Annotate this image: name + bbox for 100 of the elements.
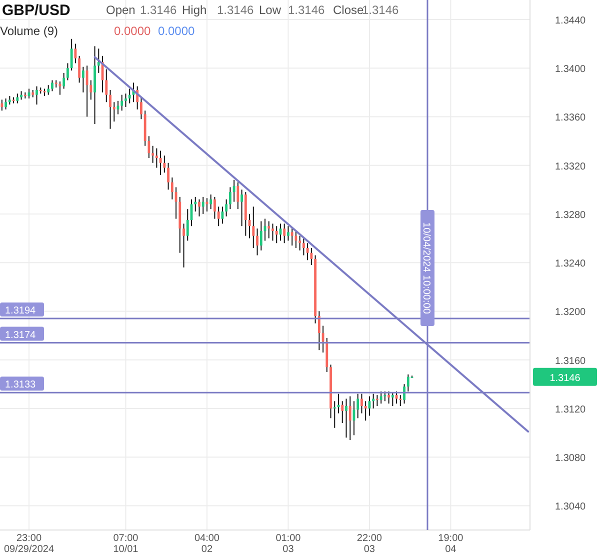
candlestick (287, 226, 290, 242)
candlestick (236, 182, 240, 210)
candlestick (128, 88, 131, 104)
x-tick-label: 23:00 09/29/2024 (4, 533, 54, 555)
candlestick (112, 102, 116, 122)
ref-line-label: 1.3194 (5, 305, 36, 316)
candlestick (272, 223, 274, 242)
candlestick (294, 230, 298, 248)
candlestick (290, 228, 294, 246)
candlestick (170, 176, 174, 200)
candlestick (109, 89, 112, 130)
candlestick (82, 66, 84, 93)
candlestick (399, 394, 402, 407)
candlestick (333, 400, 336, 428)
candlestick (155, 148, 158, 168)
y-tick-label: 1.3120 (555, 404, 586, 416)
candlestick (380, 390, 382, 404)
candlestick (105, 68, 108, 103)
annotation: High (182, 3, 207, 17)
ref-line-label: 1.3133 (5, 380, 36, 391)
candlestick (70, 38, 73, 72)
annotation: 1.3146 (288, 3, 326, 17)
candlestick (225, 198, 228, 217)
annotation: Open (106, 3, 136, 17)
annotation: 0.0000 (114, 24, 152, 38)
candlestick (268, 220, 270, 239)
candlestick (62, 72, 66, 90)
candlestick (372, 393, 375, 409)
candlestick (140, 96, 142, 120)
annotation: Close (333, 3, 364, 17)
candlestick (356, 393, 360, 419)
candlestick (275, 226, 278, 244)
ref-line-label: 1.3174 (5, 330, 36, 341)
candlestick (232, 179, 236, 202)
annotation: 10/04/2024 10:00:00 (420, 222, 432, 314)
candlestick (163, 155, 166, 174)
candlestick (252, 206, 255, 248)
x-tick-label: 01:00 03 (276, 533, 302, 555)
candlestick (4, 98, 7, 110)
candlestick (0, 99, 4, 112)
annotation: 1.3146 (217, 3, 254, 17)
candlestick (78, 55, 81, 84)
candlestick (283, 223, 286, 244)
candlestick (152, 145, 154, 164)
candlestick (388, 390, 390, 404)
x-tick-label: 22:00 03 (356, 533, 382, 555)
candlestick (240, 189, 243, 227)
candlestick (318, 310, 320, 351)
candlestick (202, 196, 204, 214)
annotation: Low (259, 3, 282, 17)
x-tick-label: 04:00 02 (194, 533, 220, 555)
candlestick (90, 80, 92, 100)
candlestick (198, 198, 200, 217)
candlestick (47, 84, 50, 96)
candlestick (74, 43, 77, 64)
candlestick (348, 396, 352, 441)
y-tick-label: 1.3080 (555, 453, 586, 464)
candlestick (306, 242, 309, 261)
y-tick-label: 1.3240 (555, 258, 586, 270)
annotation: Volume (9) (0, 24, 58, 38)
candlestick (66, 62, 69, 81)
candlestick (51, 80, 54, 92)
y-tick-label: 1.3360 (555, 112, 586, 124)
candlestick (217, 206, 220, 227)
candlestick (341, 400, 344, 424)
y-tick-label: 1.3040 (555, 502, 586, 513)
candlestick (148, 136, 150, 159)
candlestick (124, 93, 127, 108)
candlestick (406, 374, 410, 392)
y-tick-label: 1.3320 (555, 161, 586, 172)
candlestick (167, 162, 170, 190)
candlestick (186, 208, 189, 242)
candlestick (376, 394, 378, 407)
candlestick (391, 392, 394, 407)
annotation: 1.3146 (362, 3, 400, 17)
candlestick (214, 196, 216, 220)
annotation: 1.3146 (140, 3, 178, 17)
candlestick (228, 186, 232, 210)
candlestick (16, 93, 19, 104)
candlestick (221, 206, 224, 224)
y-tick-label: 1.3200 (555, 307, 586, 318)
chart-title: GBP/USD (2, 2, 71, 19)
candlestick (384, 390, 386, 402)
candlestick (302, 238, 305, 256)
candlestick (256, 228, 258, 256)
candlestick (120, 94, 124, 112)
y-tick-label: 1.3280 (555, 210, 586, 221)
annotation: 0.0000 (158, 24, 196, 38)
text: 1.3146 (550, 372, 581, 384)
candlestick (97, 48, 100, 74)
candlestick (345, 398, 348, 438)
candlestick (403, 384, 406, 404)
x-tick-label: 07:00 10/01 (113, 533, 139, 555)
y-tick-label: 1.3160 (555, 356, 586, 367)
candlestick (310, 247, 313, 266)
y-tick-label: 1.3400 (555, 64, 586, 76)
candlestick (298, 235, 302, 251)
x-tick-label: 19:00 04 (438, 533, 464, 555)
y-tick-label: 1.3440 (555, 15, 586, 26)
candlestick (260, 220, 262, 251)
